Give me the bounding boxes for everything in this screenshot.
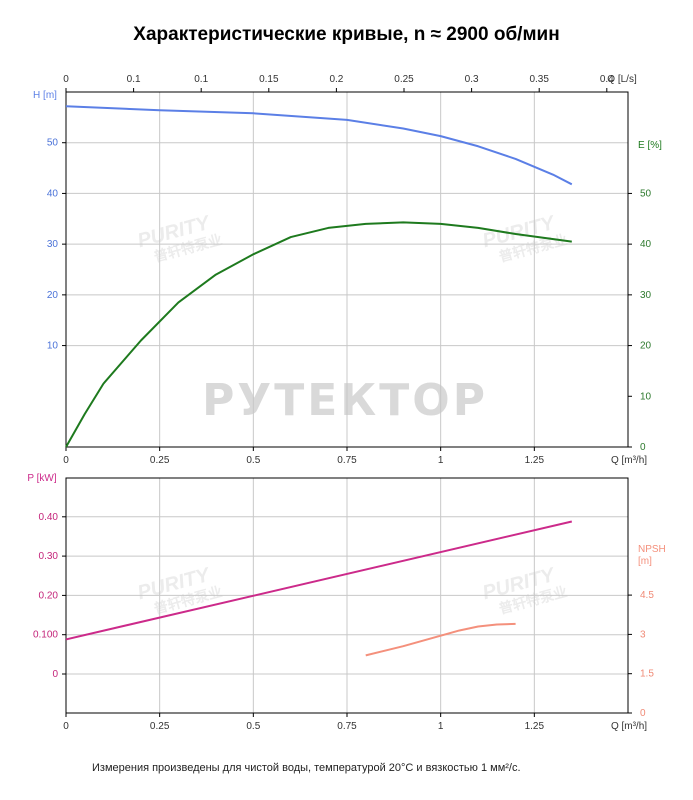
x-tick-label: 1.25	[525, 455, 545, 466]
x2-tick-label: 0.1	[194, 74, 208, 85]
y-right-tick-label: 50	[640, 188, 652, 199]
x-tick-label: 0	[63, 721, 69, 732]
y-left-axis-label: H [m]	[33, 90, 57, 101]
series-line-npsh	[365, 622, 516, 657]
y-left-tick-label: 0	[52, 669, 58, 680]
x-tick-label: 1	[438, 455, 444, 466]
x-tick-label: 1.25	[525, 721, 545, 732]
chart-title: Характеристические кривые, n ≈ 2900 об/м…	[133, 24, 560, 45]
x-axis-label: Q [m³/h]	[611, 455, 647, 466]
y-left-tick-label: 50	[47, 138, 59, 149]
y-right-tick-label: 40	[640, 239, 652, 250]
x2-tick-label: 0	[63, 74, 69, 85]
bottom-panel: 0 0.25 0.5 0.75 1 1.25 Q [m³/h] 0 0.100 0.20 0.30 0…	[27, 473, 665, 732]
series-line-power	[65, 520, 573, 641]
x-axis-label: Q [m³/h]	[611, 721, 647, 732]
y-right-axis-label: NPSH	[638, 544, 666, 555]
y-left-axis-label: P [kW]	[27, 473, 56, 484]
x-tick-label: 0.75	[337, 721, 357, 732]
y-right-tick-label: 10	[640, 391, 652, 402]
y-right-tick-label: 4.5	[640, 590, 654, 601]
y-left-tick-label: 40	[47, 188, 59, 199]
y-right-tick-label: 30	[640, 290, 652, 301]
y-right-tick-label: 20	[640, 341, 652, 352]
series-line-head	[65, 105, 573, 186]
y-right-tick-label: 0	[640, 442, 646, 453]
x-tick-label: 0	[63, 455, 69, 466]
y-right-tick-label: 0	[640, 708, 646, 719]
y-left-tick-label: 0.40	[39, 512, 59, 523]
x-tick-label: 0.5	[246, 455, 260, 466]
x-tick-label: 0.75	[337, 455, 357, 466]
x-tick-label: 0.5	[246, 721, 260, 732]
y-left-tick-label: 0.100	[33, 630, 58, 641]
footnote: Измерения произведены для чистой воды, т…	[92, 762, 521, 774]
top-panel: 0 0.25 0.5 0.75 1 1.25 Q [m³/h] 0 0.1 0.1 0.15 0.2 0…	[33, 74, 662, 466]
y-left-tick-label: 20	[47, 290, 59, 301]
x2-tick-label: 0.1	[127, 74, 141, 85]
x-tick-label: 0.25	[150, 721, 170, 732]
x2-axis-label: Q [L/s]	[607, 74, 637, 85]
x-tick-label: 0.25	[150, 455, 170, 466]
x2-tick-label: 0.35	[529, 74, 549, 85]
series-line-efficiency	[65, 221, 572, 448]
y-right-axis-unit: [m]	[638, 556, 652, 567]
watermark-main: РУТЕКТОР	[202, 375, 488, 426]
x2-tick-label: 0.25	[394, 74, 414, 85]
x-tick-label: 1	[438, 721, 444, 732]
y-left-tick-label: 0.20	[39, 590, 59, 601]
y-left-tick-label: 30	[47, 239, 59, 250]
y-right-tick-label: 1.5	[640, 669, 654, 680]
x2-tick-label: 0.3	[465, 74, 479, 85]
x2-tick-label: 0.15	[259, 74, 279, 85]
x2-tick-label: 0.4	[600, 74, 614, 85]
y-left-tick-label: 10	[47, 341, 59, 352]
y-right-tick-label: 3	[640, 629, 646, 640]
y-left-tick-label: 0.30	[39, 551, 59, 562]
x2-tick-label: 0.2	[329, 74, 343, 85]
y-right-axis-label: E [%]	[638, 140, 662, 151]
